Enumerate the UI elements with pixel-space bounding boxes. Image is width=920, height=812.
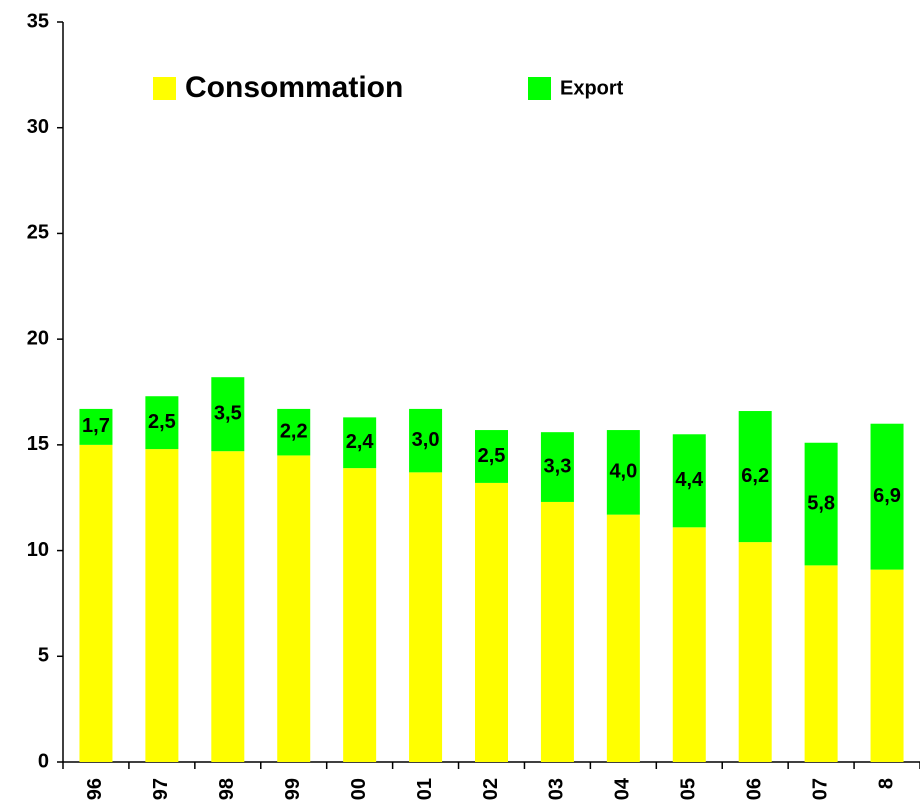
y-tick-label: 25 — [27, 222, 49, 244]
bar-segment — [211, 451, 245, 762]
x-tick-label: 96 — [84, 778, 106, 800]
data-label: 3,3 — [544, 455, 572, 477]
bar-segment — [343, 468, 377, 762]
bar-segment — [870, 423, 904, 570]
bar-segment — [145, 449, 179, 762]
bar-segment — [606, 514, 640, 762]
bar-segment — [211, 377, 245, 452]
bar-segment — [343, 417, 377, 469]
bar-segment — [409, 472, 443, 762]
x-tick-label: 03 — [546, 778, 568, 800]
bar-segment — [540, 432, 574, 502]
bar-segment — [738, 411, 772, 543]
data-label: 3,0 — [412, 429, 440, 451]
bar-segment — [672, 527, 706, 762]
data-label: 4,4 — [675, 469, 704, 491]
bar-segment — [870, 569, 904, 762]
data-label: 6,2 — [741, 465, 769, 487]
bar-segment — [79, 408, 113, 445]
x-tick-label: 02 — [480, 778, 502, 800]
x-tick-label: 04 — [612, 777, 634, 800]
legend-swatch — [528, 77, 551, 100]
y-tick-label: 15 — [27, 433, 49, 455]
bar-segment — [804, 565, 838, 762]
bar-segment — [409, 408, 443, 473]
data-label: 2,2 — [280, 420, 308, 442]
bar-segment — [145, 396, 179, 450]
data-label: 2,4 — [346, 431, 375, 453]
bar-segment — [277, 408, 311, 456]
data-label: 6,9 — [873, 485, 901, 507]
bar-segment — [540, 501, 574, 762]
y-tick-label: 20 — [27, 327, 49, 349]
x-tick-label: 98 — [216, 778, 238, 800]
legend-swatch — [153, 77, 176, 100]
bar-segment — [475, 430, 508, 483]
x-tick-label: 99 — [282, 778, 304, 800]
x-tick-label: 97 — [150, 778, 172, 800]
bar-segment — [475, 482, 508, 762]
x-tick-label: 07 — [809, 778, 831, 800]
bar-segment — [738, 542, 772, 762]
x-tick-label: 05 — [678, 778, 700, 800]
bar-segment — [804, 442, 838, 566]
y-tick-label: 35 — [27, 10, 49, 32]
data-label: 1,7 — [82, 415, 110, 437]
data-label: 4,0 — [609, 461, 637, 483]
x-tick-label: 8 — [875, 778, 897, 789]
y-tick-label: 10 — [27, 539, 49, 561]
x-tick-label: 06 — [743, 778, 765, 800]
bar-segment — [606, 430, 640, 515]
bar-segment — [79, 444, 113, 762]
legend-label: Consommation — [185, 71, 403, 104]
x-tick-label: 01 — [414, 778, 436, 800]
y-tick-label: 30 — [27, 116, 49, 138]
bar-segment — [672, 434, 706, 528]
x-tick-label: 00 — [348, 778, 370, 800]
legend-label: Export — [560, 77, 624, 99]
data-label: 2,5 — [148, 411, 176, 433]
data-label: 5,8 — [807, 492, 835, 514]
data-label: 3,5 — [214, 402, 242, 424]
y-tick-label: 5 — [38, 645, 49, 667]
y-tick-label: 0 — [38, 750, 49, 772]
bar-segment — [277, 455, 311, 762]
data-label: 2,5 — [478, 445, 506, 467]
